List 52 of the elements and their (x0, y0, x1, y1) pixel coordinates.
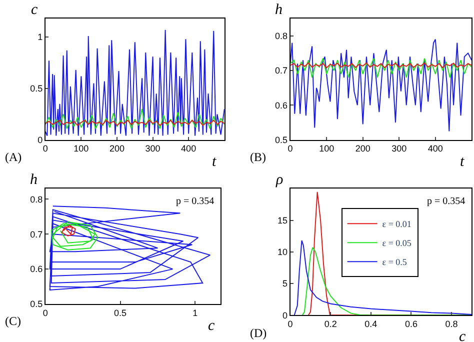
y-tick-label: 10 (277, 247, 288, 258)
line-series (290, 58, 472, 78)
x-tick-label: 200 (355, 144, 370, 154)
x-tick-label: 300 (145, 144, 160, 154)
line-series (45, 108, 224, 130)
x-tick-label: 400 (428, 144, 443, 154)
y-tick-label: 15 (277, 215, 288, 226)
line-series (49, 206, 211, 290)
y-tick-label: 0.5 (30, 299, 43, 310)
y-tick-label: 0.8 (30, 194, 43, 204)
x-tick-label: 400 (181, 144, 196, 154)
y-tick-label: 1 (38, 32, 43, 42)
legend-label: ε = 0.01 (382, 219, 412, 230)
legend-label: ε = 0.5 (382, 257, 408, 268)
x-tick-label: 200 (109, 144, 124, 154)
y-tick-label: 0 (38, 135, 43, 146)
y-tick-label: 0.8 (274, 31, 288, 42)
x-tick-label: 0.6 (404, 318, 418, 329)
x-tick-label: 100 (74, 144, 89, 154)
annotation: p = 0.354 (427, 196, 466, 207)
line-series (50, 221, 98, 250)
y-axis-title: c (31, 2, 38, 18)
text: (D) (250, 326, 267, 340)
legend-label: ε = 0.05 (382, 238, 412, 248)
x-tick-label: 0.8 (445, 318, 458, 329)
y-tick-label: 0.7 (274, 66, 288, 76)
x-tick-label: 0.2 (324, 318, 337, 329)
x-axis-title: c (208, 318, 215, 334)
text: (B) (250, 150, 266, 164)
x-axis-title: t (212, 154, 217, 170)
y-tick-label: 0.7 (30, 229, 43, 240)
y-tick-label: 0.6 (274, 100, 288, 110)
text: (C) (5, 314, 21, 328)
x-tick-label: 1 (192, 308, 198, 318)
y-tick-label: 0.5 (274, 135, 288, 146)
y-tick-label: 0.5 (30, 84, 43, 94)
line-series (61, 224, 76, 236)
y-axis-title: h (30, 172, 38, 188)
x-tick-label: 0.4 (364, 318, 378, 329)
x-axis-title: t (460, 154, 465, 170)
x-tick-label: 100 (319, 144, 334, 154)
line-series (290, 38, 472, 132)
x-axis-title: c (459, 329, 466, 342)
line-series (45, 29, 224, 136)
x-tick-label: 300 (392, 144, 407, 154)
text: (A) (5, 150, 22, 164)
x-tick-label: 0.5 (114, 308, 127, 318)
y-tick-label: 0.6 (30, 264, 43, 274)
y-axis-title: ρ (275, 172, 284, 188)
annotation: p = 0.354 (176, 196, 214, 207)
y-axis-title: h (275, 2, 282, 18)
y-tick-label: 5 (282, 278, 288, 289)
